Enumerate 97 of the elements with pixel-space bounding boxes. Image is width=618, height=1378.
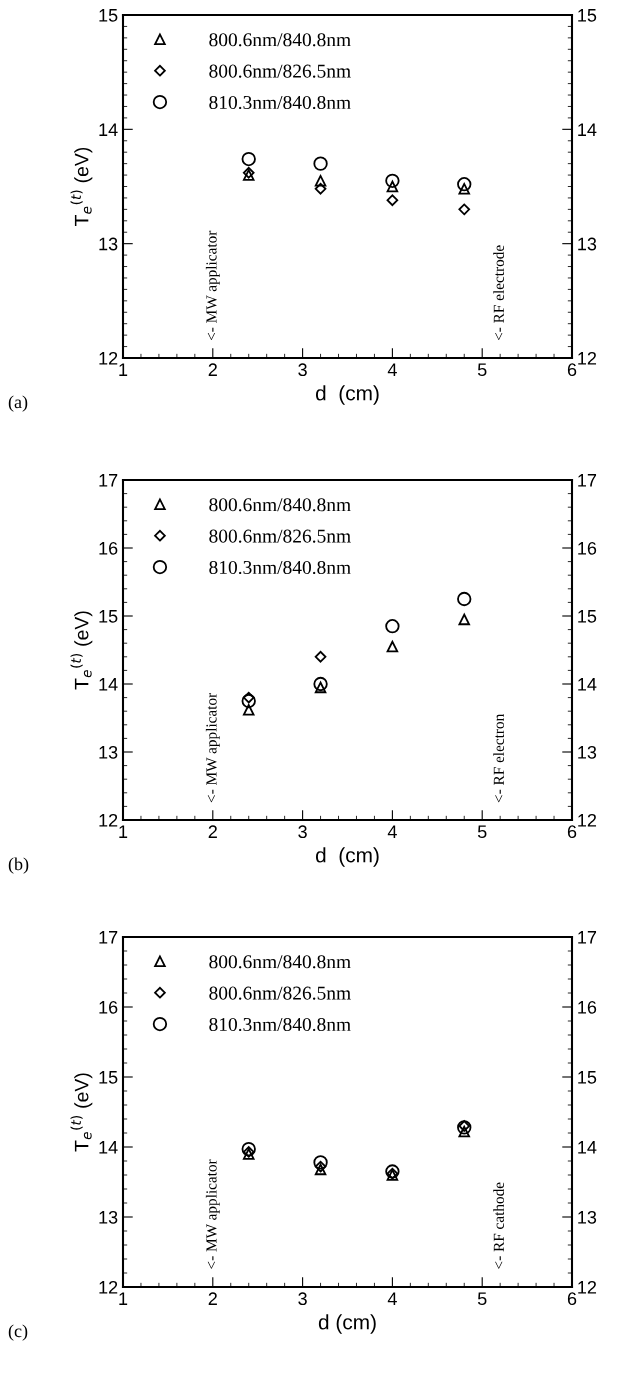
text: (a)	[8, 395, 28, 412]
y2-tick-label: 14	[578, 123, 597, 136]
annotation: <- MW applicator	[205, 230, 220, 341]
point	[313, 156, 328, 171]
legend-label: 810.3nm/840.8nm	[209, 1017, 351, 1032]
x-tick-label: 1	[119, 1292, 128, 1305]
point	[241, 1141, 256, 1157]
y-tick-label: 14	[99, 123, 118, 136]
y-tick-label: 15	[99, 1071, 118, 1084]
x-axis-title: d (cm)	[315, 847, 379, 867]
y2-tick-label: 12	[578, 1280, 597, 1294]
y2-tick-label: 15	[578, 610, 597, 623]
legend-label: 800.6nm/826.5nm	[209, 529, 351, 543]
point	[242, 704, 255, 716]
point	[385, 173, 400, 188]
point	[458, 613, 471, 626]
x-tick-label: 3	[298, 363, 307, 377]
x-axis-title: d (cm)	[318, 1314, 376, 1334]
x-tick-label: 4	[387, 363, 397, 376]
point	[458, 183, 471, 195]
y-tick-label: 16	[99, 541, 118, 555]
y-tick-label: 12	[99, 351, 118, 365]
y-tick-label: 15	[99, 9, 118, 22]
y-tick-label: 12	[99, 1280, 118, 1294]
y-axis-title: T$_{e}$$^{(t)}$ (eV)	[70, 1073, 93, 1152]
y2-tick-label: 17	[578, 474, 597, 487]
legend-label: 800.6nm/826.5nm	[209, 64, 351, 78]
legend-label: 800.6nm/840.8nm	[209, 955, 351, 969]
y2-tick-label: 13	[578, 745, 597, 759]
point	[457, 177, 472, 192]
x-axis-title: d (cm)	[315, 385, 379, 405]
legend-label: 800.6nm/826.5nm	[209, 986, 351, 1000]
y2-tick-label: 16	[578, 541, 597, 555]
point	[385, 619, 400, 634]
x-tick-label: 6	[567, 1292, 577, 1306]
x-tick-label: 6	[567, 825, 577, 839]
y2-tick-label: 15	[578, 1071, 597, 1084]
x-tick-label: 6	[567, 363, 577, 377]
y2-tick-label: 16	[578, 1000, 597, 1014]
annotation: <- MW applicator	[205, 1159, 220, 1269]
legend-label: 810.3nm/840.8nm	[209, 560, 351, 575]
text: (b)	[8, 857, 29, 874]
y-tick-label: 13	[99, 745, 118, 759]
x-tick-label: 2	[208, 363, 217, 376]
y2-tick-label: 12	[578, 351, 597, 365]
x-tick-label: 1	[119, 363, 128, 376]
x-tick-label: 5	[477, 825, 487, 839]
point	[386, 180, 399, 193]
legend-label: 800.6nm/840.8nm	[209, 498, 351, 512]
y-tick-label: 14	[99, 1141, 118, 1154]
y-tick-label: 15	[99, 610, 118, 623]
point	[386, 194, 399, 207]
point	[314, 175, 327, 187]
x-tick-label: 3	[298, 1292, 307, 1306]
x-tick-label: 4	[387, 1292, 397, 1305]
y-tick-label: 13	[99, 1210, 118, 1224]
y-axis-title: T$_{e}$$^{(t)}$ (eV)	[70, 147, 93, 227]
x-tick-label: 3	[298, 825, 307, 839]
y-tick-label: 17	[99, 474, 118, 487]
point	[458, 203, 471, 216]
x-tick-label: 5	[477, 1292, 487, 1306]
y-tick-label: 13	[99, 237, 118, 251]
annotation: <- RF electrode	[493, 245, 504, 341]
point	[314, 182, 327, 195]
y-tick-label: 14	[99, 678, 118, 691]
y2-tick-label: 13	[578, 1210, 597, 1224]
y-tick-label: 16	[99, 1000, 118, 1014]
point	[241, 693, 256, 709]
y2-tick-label: 15	[578, 9, 597, 22]
annotation: <- MW applicator	[205, 692, 220, 803]
text: (c)	[8, 1324, 28, 1341]
x-tick-label: 2	[208, 1292, 217, 1305]
x-tick-label: 1	[119, 825, 128, 838]
point	[314, 681, 327, 694]
x-tick-label: 2	[208, 825, 217, 838]
point	[313, 1155, 328, 1170]
point	[386, 640, 399, 653]
x-tick-label: 5	[477, 363, 487, 377]
y-axis-title: T$_{e}$$^{(t)}$ (eV)	[70, 611, 93, 690]
point	[458, 1125, 471, 1138]
y2-tick-label: 12	[578, 813, 597, 827]
annotation: <- RF cathode	[493, 1182, 504, 1269]
y-tick-label: 12	[99, 813, 118, 827]
point	[242, 691, 255, 704]
y2-tick-label: 17	[578, 931, 597, 944]
y2-tick-label: 13	[578, 237, 597, 251]
legend-label: 800.6nm/840.8nm	[209, 33, 351, 47]
point	[313, 676, 328, 692]
annotation: <- RF electron	[493, 714, 504, 803]
point	[314, 650, 327, 663]
x-tick-label: 4	[387, 825, 397, 838]
point	[241, 151, 256, 167]
y-tick-label: 17	[99, 931, 118, 944]
y2-tick-label: 14	[578, 678, 597, 691]
legend-label: 810.3nm/840.8nm	[209, 95, 351, 110]
y2-tick-label: 14	[578, 1141, 597, 1154]
point	[457, 591, 472, 607]
